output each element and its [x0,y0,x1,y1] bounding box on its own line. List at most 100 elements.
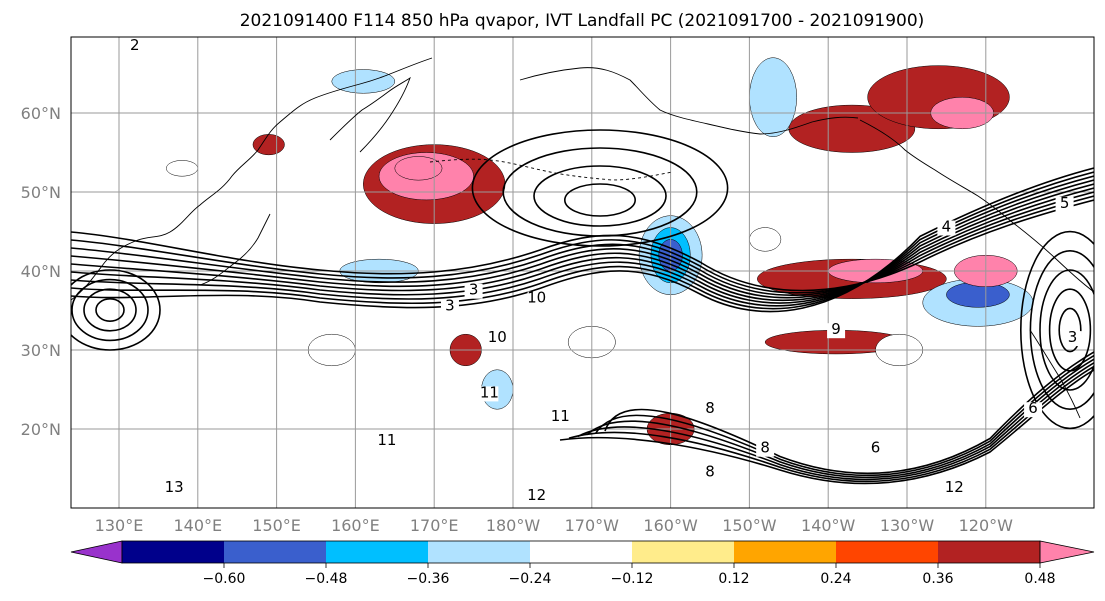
contour-label-bg [937,220,956,236]
ivt-contour-closed [471,129,729,247]
contour-label-bg [488,331,507,347]
colorbar-segment [530,541,633,563]
contour-label: 8 [760,439,770,457]
contour-label-bg [1024,402,1043,418]
contour-label: 12 [945,478,964,496]
lon-tick-label: 150°W [722,516,777,535]
lat-tick-label: 60°N [21,104,61,123]
colorbar-tick-label: 0.24 [820,571,851,587]
contour-label-bg [480,386,499,402]
contour-label-bg [701,465,719,481]
contour-label-bg [377,433,396,449]
ivt-contour-closed [83,288,137,332]
contour-label-bg [464,283,483,299]
contour-label: 3 [445,297,455,315]
colorbar-segment [734,541,837,563]
coastline-north-america [859,119,1094,293]
ivt-contour-jet [71,191,1094,296]
ivt-contour-closed [1058,307,1082,353]
colorbar-tick-label: −0.60 [203,571,246,587]
colorbar-tick-label: −0.12 [611,571,654,587]
coastline-alaska [519,67,859,135]
colorbar-segment [326,541,429,563]
contour-label: 2 [1099,265,1105,283]
lat-tick-label: 30°N [21,341,61,360]
colorbar-segment [938,541,1041,563]
ivt-contour-jet [71,187,1094,299]
colorbar-tick-label: 0.48 [1024,571,1055,587]
contour-label: 13 [165,478,184,496]
lon-tick-label: 160°W [643,516,698,535]
contour-label-bg [1095,268,1105,283]
contour-label-bg [440,299,459,315]
contour-label-bg [701,402,719,418]
anomaly-blob [749,57,797,137]
contour-label-bg [527,291,546,307]
colorbar-segment [836,541,939,563]
contour-label: 11 [551,407,570,425]
contour-label: 8 [705,462,715,480]
anomaly-blob [749,227,782,252]
lat-tick-label: 40°N [21,262,61,281]
contour-labels: 331010111111121213988866425632 [125,36,1105,505]
ivt-contour-jet [71,179,1094,304]
contour-label: 12 [527,486,546,504]
colorbar-tick-label: −0.24 [509,571,552,587]
contour-label-bg [165,481,184,497]
colorbar-segment [428,541,531,563]
coastline-aleutians [429,158,673,181]
contour-label: 3 [1068,328,1078,346]
ivt-contour-closed [533,165,667,227]
colorbar: −0.60 −0.48 −0.36 −0.24 −0.12 0.12 0.24 0.36 0.4… [70,540,1095,587]
ivt-contour-closed [95,297,125,322]
ivt-contour-closed [1039,269,1094,391]
colorbar-frame [121,540,1041,564]
contour-label: 8 [705,399,715,417]
contour-label: 9 [831,320,841,338]
lat-tick-label: 50°N [21,183,61,202]
ivt-contour-closed [1048,288,1092,372]
contour-label: 10 [527,289,546,307]
lon-tick-label: 150°E [252,516,301,535]
contour-label: 6 [1028,399,1038,417]
ivt-contour-closed [502,147,698,237]
contour-label-bg [827,323,846,339]
lon-tick-label: 170°E [410,516,459,535]
anomaly-blob [252,134,285,156]
contour-label: 11 [377,431,396,449]
contour-label-bg [527,489,546,505]
colorbar-segment [122,541,225,563]
contour-label-bg [945,481,964,497]
latitude-tick-labels: 60°N 50°N 40°N 30°N 20°N [21,104,61,439]
colorbar-segment [224,541,327,563]
colorbar-extend-high [1039,540,1095,564]
map-frame [70,36,1095,509]
lon-tick-label: 130°E [95,516,144,535]
chart-title: 2021091400 F114 850 hPa qvapor, IVT Land… [240,11,925,31]
ivt-contour-jet [71,183,1094,302]
lon-tick-label: 180°W [486,516,541,535]
ivt-contour-jet [71,167,1094,313]
ivt-contour-closed [1029,250,1094,410]
contour-label: 3 [469,281,479,299]
colorbar-tick-label: −0.48 [305,571,348,587]
contour-label: 11 [480,383,499,401]
contour-label: 4 [942,218,952,236]
lon-tick-label: 170°W [565,516,620,535]
anomaly-blob [166,160,199,177]
ivt-contour-jet [71,195,1094,294]
contour-label-bg [125,38,144,54]
contour-label: 2 [130,36,140,54]
ivt-contour-closed [71,278,149,342]
contour-label-bg [1055,196,1074,212]
contour-label: 5 [1060,194,1070,212]
contour-label: 6 [871,439,881,457]
contour-label-bg [756,441,775,457]
colorbar-tick-label: −0.36 [407,571,450,587]
colorbar-extend-low [70,540,123,564]
colorbar-segment [632,541,735,563]
ivt-contour-subtropical [604,351,1094,475]
longitude-tick-labels: 130°E 140°E 150°E 160°E 170°E 180°W 170°W 160°W… [95,516,1013,535]
anomaly-blob [394,156,443,181]
